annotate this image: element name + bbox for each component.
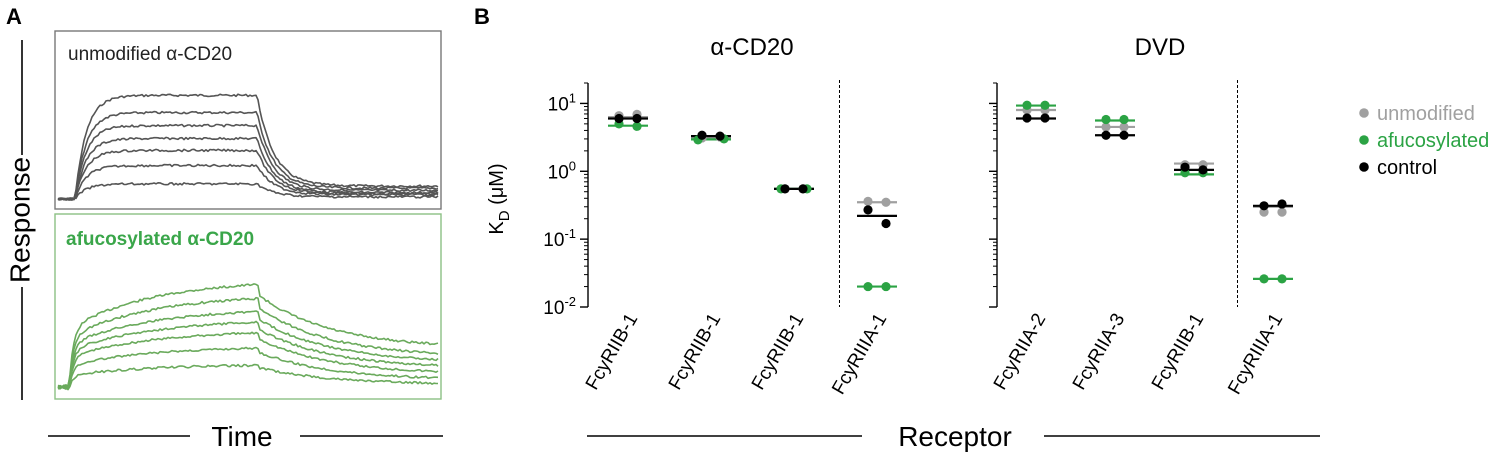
data-point-afucosylated bbox=[1040, 100, 1050, 110]
data-point-afucosylated bbox=[1277, 274, 1287, 284]
panel-a-ylabel: Response bbox=[4, 157, 35, 283]
legend-marker-control bbox=[1359, 162, 1369, 172]
data-point-control bbox=[1119, 130, 1129, 140]
sensorgram-trace bbox=[57, 363, 438, 391]
data-point-control bbox=[1180, 162, 1190, 172]
data-point-control bbox=[881, 218, 891, 229]
data-point-unmodified bbox=[1277, 207, 1287, 217]
sensorgram-trace bbox=[57, 331, 439, 389]
sensorgram-bottom-frame bbox=[54, 213, 442, 400]
data-point-afucosylated bbox=[881, 281, 891, 292]
category-label: FcyRIIA-3 bbox=[1069, 310, 1129, 394]
data-point-control bbox=[632, 113, 642, 124]
sensorgram-trace bbox=[57, 182, 439, 201]
data-point-control bbox=[1022, 113, 1032, 123]
data-point-afucosylated bbox=[863, 281, 873, 292]
y-tick-label: 10-2 bbox=[543, 294, 576, 319]
category-label: FcyRIIB-1 bbox=[665, 310, 725, 394]
sensorgram-top-title: unmodified α-CD20 bbox=[68, 44, 232, 65]
data-point-control bbox=[1198, 165, 1208, 175]
data-point-unmodified bbox=[881, 197, 891, 207]
sensorgram-trace bbox=[57, 283, 439, 388]
data-point-control bbox=[614, 113, 624, 124]
subplot-title-acd20: α-CD20 bbox=[710, 34, 793, 61]
data-point-control bbox=[780, 184, 790, 194]
sensorgram-bottom-traces bbox=[57, 283, 439, 391]
panel-a-label: A bbox=[6, 4, 22, 29]
legend-label-unmodified: unmodified bbox=[1377, 103, 1475, 125]
legend-marker-afucosylated bbox=[1359, 135, 1369, 145]
sensorgram-top-traces bbox=[57, 93, 439, 201]
data-point-unmodified bbox=[1101, 122, 1111, 132]
subplot-title-dvd: DVD bbox=[1135, 34, 1186, 61]
y-tick-label: 101 bbox=[548, 90, 576, 115]
data-point-afucosylated bbox=[1259, 274, 1269, 284]
data-point-afucosylated bbox=[1101, 114, 1111, 125]
data-point-control bbox=[798, 184, 808, 194]
data-point-control bbox=[1040, 113, 1050, 123]
sensorgram-bottom-title: afucosylated α-CD20 bbox=[66, 229, 254, 250]
data-point-unmodified bbox=[1119, 122, 1129, 132]
data-point-unmodified bbox=[863, 196, 873, 206]
sensorgram-trace bbox=[57, 296, 439, 388]
data-point-afucosylated bbox=[1022, 100, 1032, 110]
sensorgram-trace bbox=[57, 136, 439, 201]
panel-b-xlabel: Receptor bbox=[898, 421, 1012, 452]
data-point-control bbox=[697, 130, 707, 140]
sensorgram-trace bbox=[57, 123, 439, 201]
data-point-control bbox=[863, 205, 873, 215]
data-point-afucosylated bbox=[632, 121, 642, 131]
sensorgram-trace bbox=[57, 148, 439, 201]
panel-a-xlabel: Time bbox=[211, 421, 272, 452]
category-label: FcyRIIA-2 bbox=[990, 310, 1050, 394]
legend-label-control: control bbox=[1377, 157, 1437, 179]
sensorgram-trace bbox=[57, 320, 439, 389]
category-label: FcyRIIIA-1 bbox=[828, 310, 891, 398]
sensorgram-trace bbox=[57, 163, 439, 201]
sensorgram-top-frame bbox=[54, 30, 442, 210]
data-point-control bbox=[1277, 199, 1287, 209]
y-tick-label: 10-1 bbox=[543, 226, 576, 251]
category-label: FcyRIIIA-1 bbox=[1224, 310, 1287, 398]
panel-a: A Response unmodified α-CD20 afucosylate… bbox=[4, 4, 443, 452]
sensorgram-trace bbox=[57, 93, 439, 201]
data-point-unmodified bbox=[1259, 207, 1269, 217]
data-point-afucosylated bbox=[1119, 114, 1129, 125]
panel-b: B KD (μM) α-CD20 10110010-110-2FcyRIIB-1… bbox=[474, 4, 1489, 452]
sensorgram-trace bbox=[57, 110, 439, 201]
data-point-control bbox=[715, 131, 725, 141]
legend-marker-unmodified bbox=[1359, 108, 1369, 118]
panel-b-label: B bbox=[474, 4, 490, 29]
legend-label-afucosylated: afucosylated bbox=[1377, 130, 1489, 152]
category-label: FcyRIIB-1 bbox=[1148, 310, 1208, 394]
y-tick-label: 100 bbox=[548, 158, 576, 183]
category-label: FcyRIIB-1 bbox=[582, 310, 642, 394]
data-point-control bbox=[1101, 130, 1111, 140]
sensorgram-trace bbox=[57, 346, 439, 390]
legend: unmodified afucosylated control bbox=[1359, 103, 1489, 179]
kd-axis-title: KD (μM) bbox=[486, 163, 513, 234]
kd-plot-dvd: FcyRIIA-2 FcyRIIA-3 FcyRIIB-1 FcyRIIIA-1 bbox=[989, 80, 1293, 398]
category-label: FcyRIIB-1 bbox=[748, 310, 808, 394]
sensorgram-trace bbox=[57, 310, 439, 389]
data-point-control bbox=[1259, 201, 1269, 211]
